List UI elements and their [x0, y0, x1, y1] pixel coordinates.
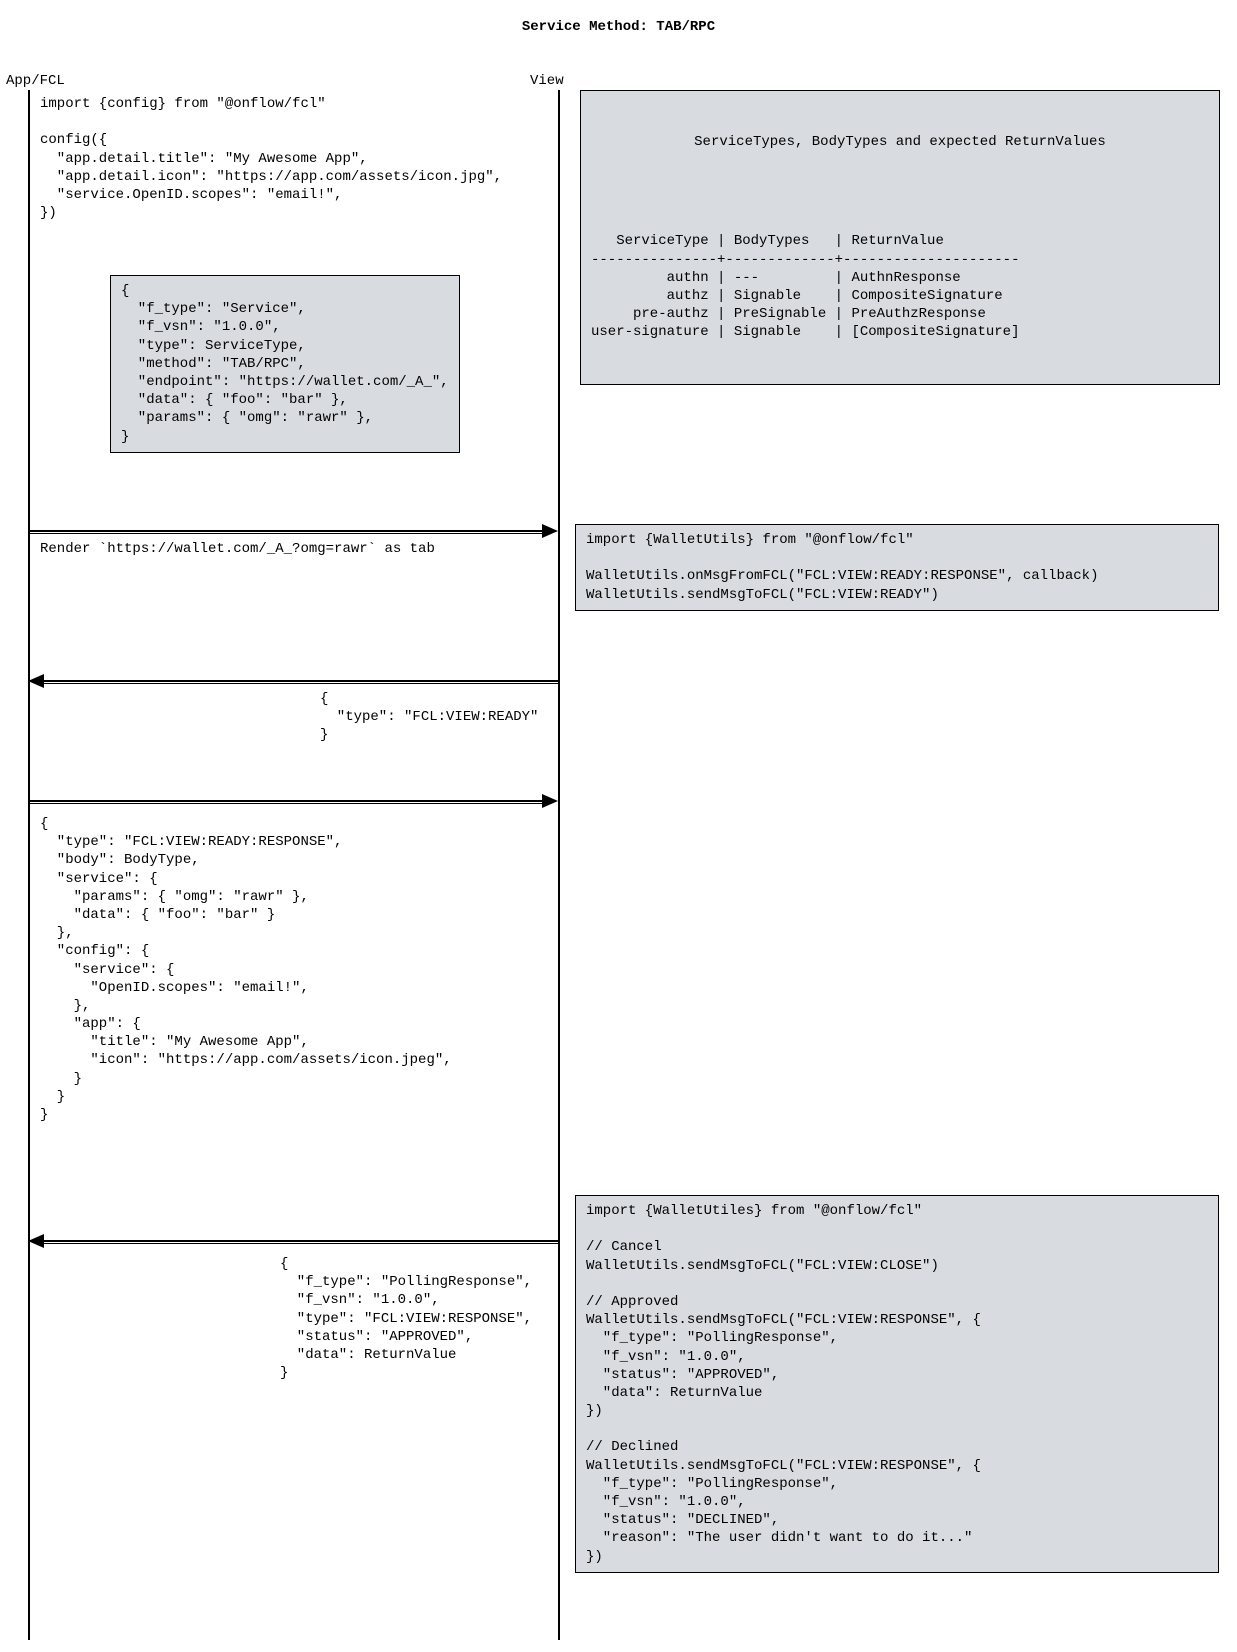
msg-ready: { "type": "FCL:VIEW:READY" } [320, 690, 538, 745]
lane-label-right: View [530, 72, 564, 90]
types-box: ServiceTypes, BodyTypes and expected Ret… [580, 90, 1220, 385]
arrow-ready-response-head [542, 794, 558, 808]
types-header: ServiceTypes, BodyTypes and expected Ret… [591, 133, 1209, 151]
arrow-polling-head [28, 1234, 44, 1248]
lane-label-left: App/FCL [6, 72, 65, 90]
lifeline-right [558, 90, 560, 1640]
sequence-diagram: Service Method: TAB/RPC App/FCL View imp… [0, 0, 1237, 1652]
lifeline-left [28, 90, 30, 1640]
arrow-render [30, 530, 544, 532]
arrow-ready [42, 680, 558, 682]
label-render: Render `https://wallet.com/_A_?omg=rawr`… [40, 540, 435, 558]
code-config: import {config} from "@onflow/fcl" confi… [40, 95, 502, 222]
code-view-response: import {WalletUtiles} from "@onflow/fcl"… [575, 1195, 1219, 1573]
code-service: { "f_type": "Service", "f_vsn": "1.0.0",… [110, 275, 460, 453]
arrow-polling [42, 1240, 558, 1242]
arrow-render-head [542, 524, 558, 538]
msg-polling: { "f_type": "PollingResponse", "f_vsn": … [280, 1255, 532, 1382]
arrow-ready-response [30, 800, 544, 802]
arrow-ready-head [28, 674, 44, 688]
code-view-ready: import {WalletUtils} from "@onflow/fcl" … [575, 524, 1219, 611]
msg-ready-response: { "type": "FCL:VIEW:READY:RESPONSE", "bo… [40, 815, 452, 1124]
diagram-title: Service Method: TAB/RPC [0, 18, 1237, 36]
types-table: ServiceType | BodyTypes | ReturnValue --… [591, 232, 1209, 341]
